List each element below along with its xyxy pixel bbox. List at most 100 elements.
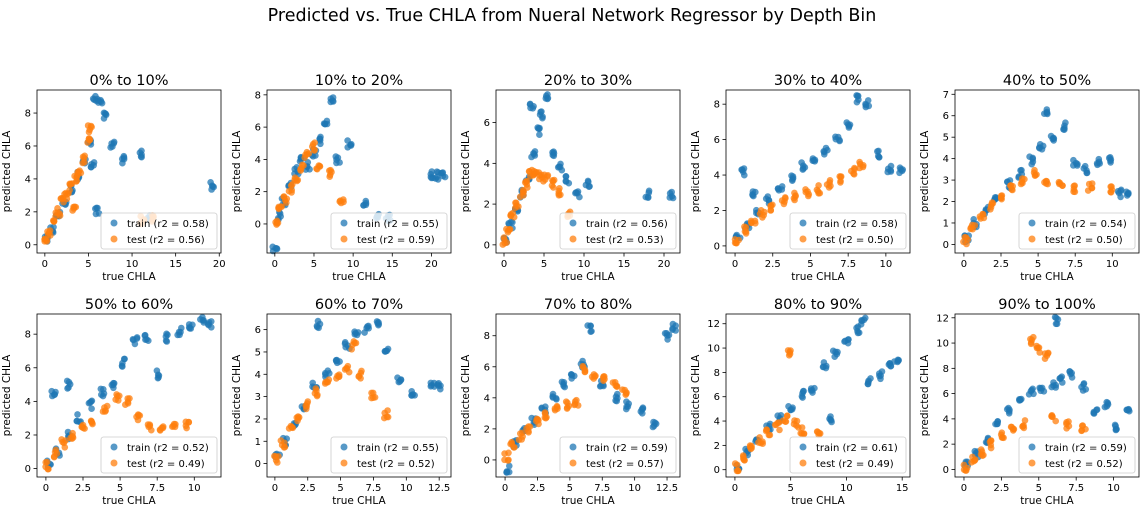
- legend-marker: [569, 235, 577, 243]
- y-tick-label: 8: [484, 331, 490, 342]
- subplot: 60% to 70% 0 2.5 5 7.5 10 12.5 0 1 2 3 4 5 6 true CHLA…: [231, 297, 452, 507]
- test-point: [272, 453, 280, 460]
- test-point: [501, 456, 508, 464]
- legend-label: test (r2 = 0.53): [586, 235, 664, 246]
- x-axis-label: true CHLA: [561, 271, 615, 283]
- test-point: [510, 444, 518, 451]
- train-point: [1105, 154, 1113, 162]
- test-point: [67, 434, 74, 442]
- train-point: [1057, 375, 1064, 383]
- train-point: [1082, 386, 1090, 393]
- x-tick-label: 10: [126, 259, 139, 270]
- train-point: [329, 94, 337, 101]
- y-tick-label: 5: [255, 347, 261, 358]
- train-point: [994, 418, 1001, 426]
- x-tick-label: 0: [732, 483, 738, 494]
- test-point: [997, 192, 1005, 200]
- y-tick-label: 12: [707, 319, 720, 330]
- train-point: [441, 173, 449, 181]
- subplot: 40% to 50% 0 2.5 5 7.5 10 0 1 2 3 4 5 6 7 true CHLA pre…: [919, 73, 1140, 283]
- train-point: [778, 183, 786, 190]
- test-point: [86, 126, 94, 133]
- legend-label: train (r2 = 0.54): [1045, 219, 1127, 230]
- train-point: [1036, 144, 1043, 152]
- train-point: [332, 153, 340, 160]
- x-tick-label: 0: [43, 483, 49, 494]
- axes-frame: [954, 89, 1140, 254]
- test-point: [313, 387, 320, 395]
- train-point: [408, 388, 416, 395]
- y-tick-label: 6: [714, 135, 720, 146]
- y-axis-label: predicted CHLA: [460, 354, 472, 436]
- train-point: [530, 150, 538, 158]
- subplot-title: 20% to 30%: [544, 73, 632, 89]
- test-point: [357, 375, 364, 382]
- train-point: [845, 124, 853, 131]
- x-axis-label: true CHLA: [1020, 271, 1074, 283]
- test-point: [504, 228, 512, 236]
- test-point: [81, 159, 88, 166]
- legend-marker: [1028, 219, 1036, 227]
- test-point: [548, 182, 556, 189]
- test-point: [309, 140, 317, 148]
- legend-marker: [569, 443, 577, 451]
- x-tick-label: 20: [425, 259, 438, 270]
- train-point: [864, 97, 872, 104]
- x-tick-label: 0: [961, 259, 967, 270]
- test-point: [299, 161, 306, 169]
- train-point: [94, 204, 101, 212]
- subplot: 50% to 60% 0 2.5 5 7.5 10 0 2 4 6 8 true CHLA predic…: [1, 297, 222, 507]
- train-point: [435, 380, 442, 387]
- y-tick-label: 2: [943, 440, 949, 451]
- y-tick-label: 4: [714, 417, 720, 428]
- legend-marker: [1028, 235, 1036, 243]
- test-point: [1056, 179, 1064, 187]
- train-point: [526, 100, 534, 108]
- train-point: [1044, 110, 1051, 118]
- test-point: [50, 453, 58, 460]
- train-point: [1117, 193, 1124, 201]
- test-point: [740, 453, 747, 461]
- legend: train (r2 = 0.59) test (r2 = 0.57): [559, 436, 677, 474]
- axes-frame: [266, 313, 452, 478]
- train-point: [209, 183, 217, 190]
- scatter-points: [731, 314, 902, 475]
- x-axis-label: true CHLA: [561, 495, 615, 507]
- test-point: [86, 136, 93, 144]
- test-point: [761, 208, 768, 216]
- train-point: [1053, 320, 1061, 328]
- test-point: [44, 465, 52, 473]
- scatter-points: [271, 317, 444, 466]
- legend: train (r2 = 0.58) test (r2 = 0.50): [789, 212, 907, 250]
- train-point: [642, 193, 650, 201]
- x-tick-label: 10: [840, 483, 853, 494]
- test-point: [371, 394, 379, 401]
- subplot-title: 60% to 70%: [315, 297, 403, 313]
- train-point: [133, 334, 141, 341]
- test-point: [837, 179, 844, 186]
- train-point: [663, 330, 670, 337]
- y-tick-label: 2: [255, 187, 261, 198]
- train-point: [612, 393, 620, 401]
- train-point: [101, 110, 109, 117]
- test-point: [967, 224, 975, 231]
- train-point: [1126, 407, 1133, 415]
- test-point: [622, 391, 629, 399]
- x-tick-label: 10: [347, 259, 360, 270]
- y-tick-label: 10: [707, 344, 720, 355]
- y-tick-label: 6: [25, 141, 31, 152]
- test-point: [344, 362, 352, 370]
- legend-label: test (r2 = 0.49): [816, 459, 894, 470]
- y-tick-label: 8: [714, 368, 720, 379]
- y-tick-label: 0: [255, 219, 261, 230]
- test-point: [350, 338, 358, 345]
- train-point: [669, 325, 676, 332]
- y-tick-label: 7: [943, 90, 949, 101]
- test-point: [564, 399, 571, 407]
- y-axis-label: predicted CHLA: [919, 130, 931, 212]
- train-point: [1068, 369, 1075, 377]
- y-tick-label: 2: [25, 430, 31, 441]
- test-point: [1041, 350, 1049, 357]
- scatter-points: [501, 320, 679, 476]
